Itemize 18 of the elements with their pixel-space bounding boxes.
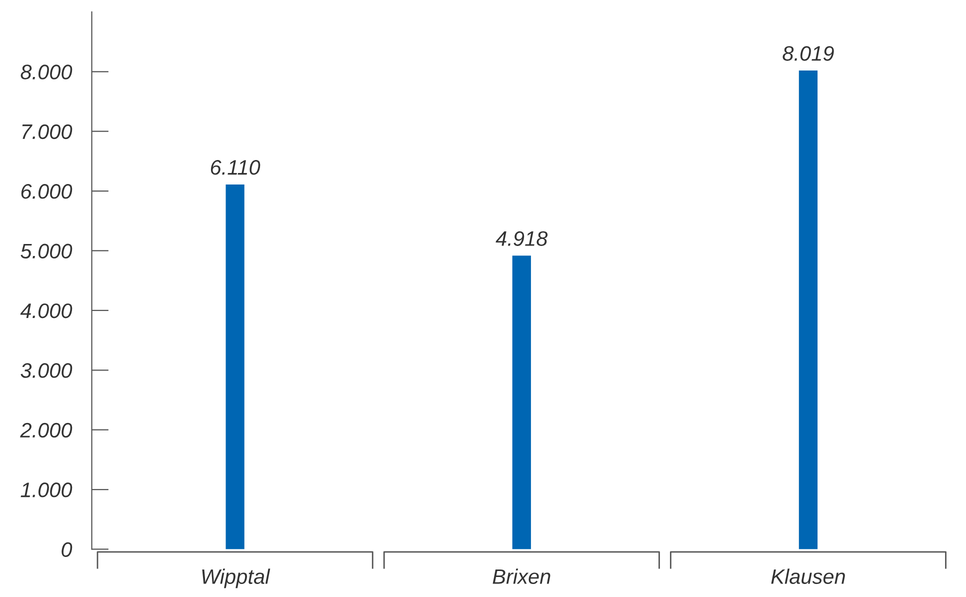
x-tick-label: Brixen (492, 568, 550, 584)
data-label: 4.918 (496, 231, 548, 246)
y-tick-label: 0 (62, 542, 72, 557)
bar (798, 70, 818, 550)
y-tick-label: 8.000 (20, 64, 72, 80)
y-tick-label: 1.000 (20, 482, 72, 498)
x-tick-label: Wipptal (202, 568, 270, 588)
x-tick-label: Klausen (771, 568, 845, 584)
y-tick-label: 7.000 (22, 124, 72, 140)
y-tick-label: 5.000 (20, 244, 72, 258)
bar (226, 184, 244, 550)
y-tick-label: 6.000 (21, 184, 72, 199)
data-label: 8.019 (782, 46, 834, 61)
y-tick-label: 4.000 (20, 303, 72, 318)
y-tick-label: 3.000 (20, 363, 72, 378)
data-label: 6.110 (210, 160, 260, 175)
y-tick-label: 2.000 (20, 422, 72, 438)
bar (512, 256, 531, 550)
